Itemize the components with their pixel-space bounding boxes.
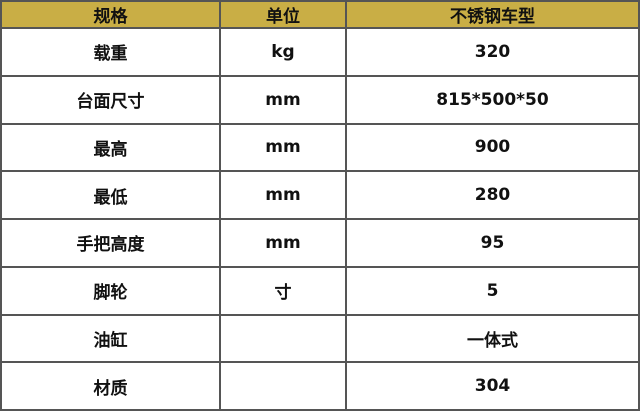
cell-unit: mm (219, 170, 347, 220)
table-row: 载重 kg 320 (0, 27, 640, 77)
table-row: 台面尺寸 mm 815*500*50 (0, 74, 640, 125)
cell-spec: 材质 (0, 361, 221, 411)
cell-spec: 最低 (0, 170, 221, 220)
cell-value: 815*500*50 (345, 74, 640, 125)
cell-spec: 手把高度 (0, 218, 221, 268)
cell-value: 280 (345, 170, 640, 220)
table-row: 油缸 一体式 (0, 313, 640, 364)
header-row: 规格 单位 不锈钢车型 (0, 0, 640, 29)
header-spec: 规格 (0, 0, 221, 29)
cell-spec: 最高 (0, 122, 221, 173)
cell-value: 320 (345, 27, 640, 77)
cell-unit: mm (219, 122, 347, 173)
header-model: 不锈钢车型 (345, 0, 640, 29)
cell-spec: 台面尺寸 (0, 74, 221, 125)
table-row: 脚轮寸 5 (0, 265, 640, 316)
cell-value: 95 (345, 218, 640, 268)
cell-unit: mm (219, 218, 347, 268)
table-row: 最高 mm 900 (0, 122, 640, 173)
cell-spec: 油缸 (0, 313, 221, 364)
table-row: 最低 mm 280 (0, 170, 640, 220)
cell-spec: 脚轮 (0, 265, 221, 316)
cell-unit (219, 361, 347, 411)
cell-value: 5 (345, 265, 640, 316)
cell-value: 304 (345, 361, 640, 411)
cell-value: 900 (345, 122, 640, 173)
cell-unit (219, 313, 347, 364)
table-row: 材质 304 (0, 361, 640, 411)
cell-spec: 载重 (0, 27, 221, 77)
header-unit: 单位 (219, 0, 347, 29)
cell-unit: mm (219, 74, 347, 125)
cell-value: 一体式 (345, 313, 640, 364)
table-row: 手把高度 mm 95 (0, 218, 640, 268)
cell-unit: kg (219, 27, 347, 77)
cell-unit: 寸 (219, 265, 347, 316)
